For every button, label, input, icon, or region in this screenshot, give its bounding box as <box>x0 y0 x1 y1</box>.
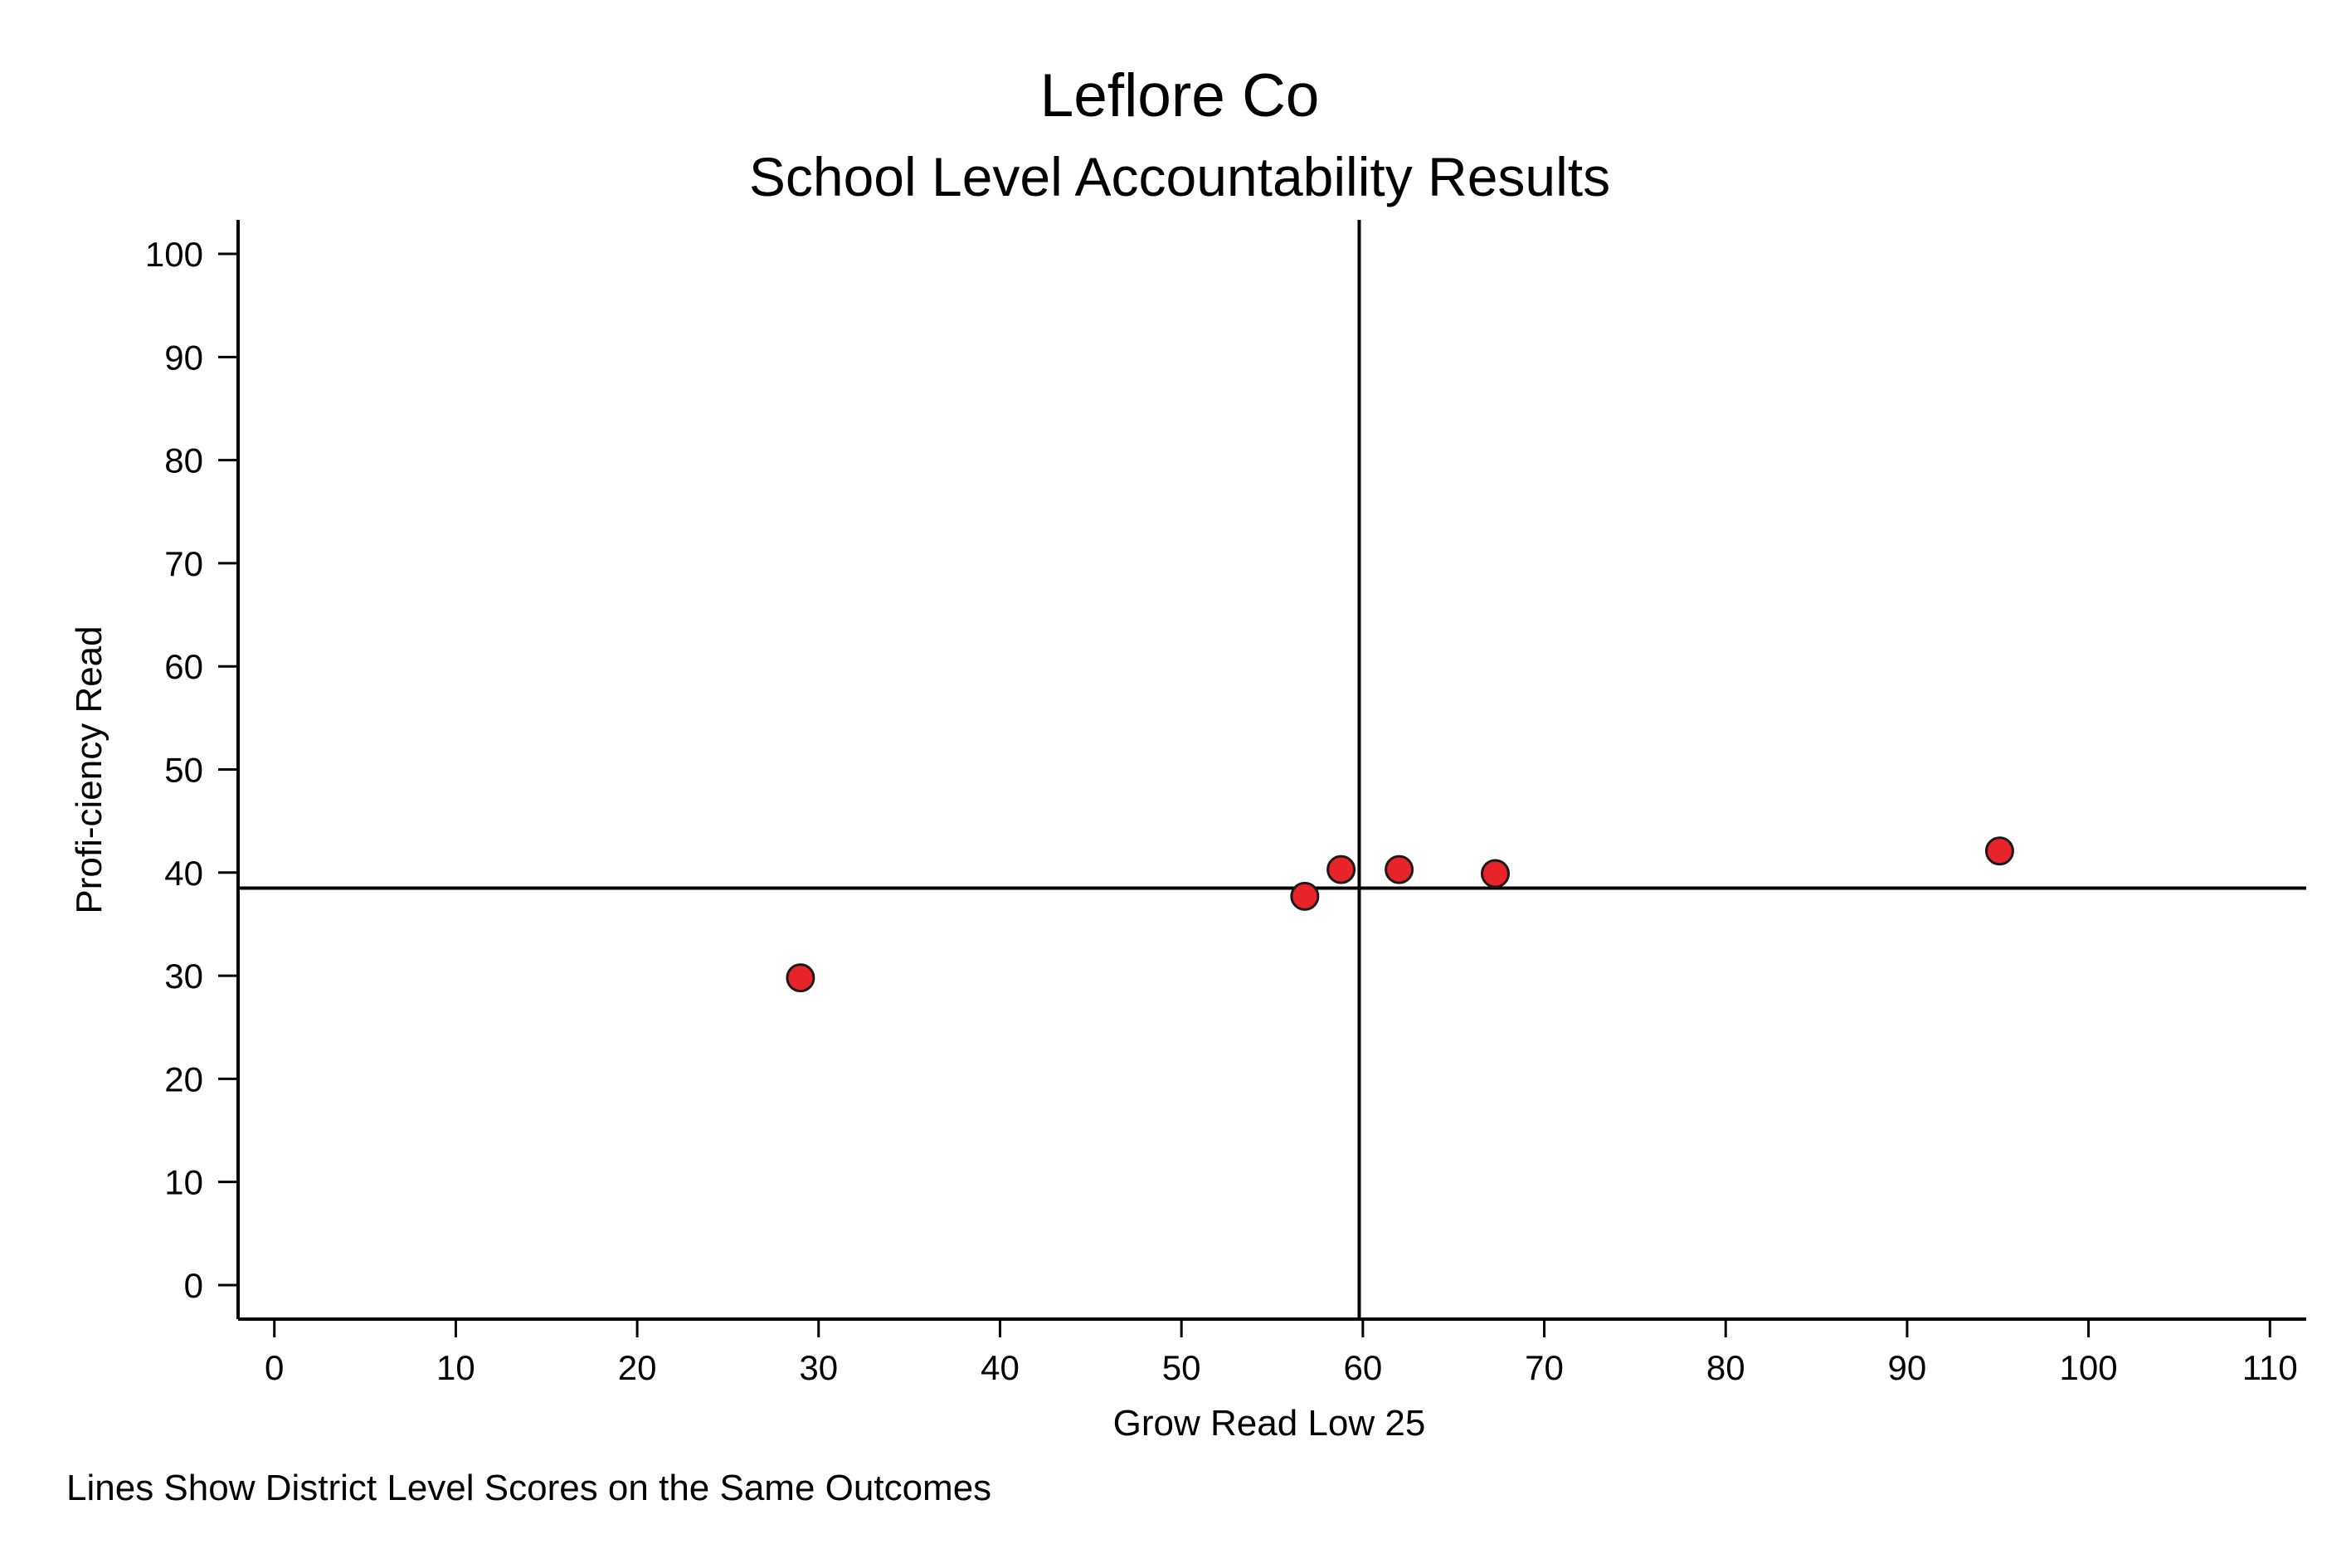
data-point <box>1326 855 1356 884</box>
data-point <box>1385 855 1414 884</box>
data-point <box>1984 836 2014 866</box>
x-tick-label: 20 <box>618 1348 657 1387</box>
plot-area: 0 10 20 30 40 50 60 70 80 90 100 110 0 10 20 30 40 50 60 7… <box>145 220 2306 1387</box>
x-axis-ticks: 0 10 20 30 40 50 60 70 80 90 100 110 <box>265 1319 2298 1387</box>
x-tick-label: 30 <box>799 1348 838 1387</box>
x-tick-label: 50 <box>1162 1348 1201 1387</box>
district-reference-lines <box>238 220 2306 1319</box>
y-tick-label: 60 <box>164 647 203 686</box>
y-tick-label: 70 <box>164 544 203 583</box>
chart-subtitle: School Level Accountability Results <box>749 146 1610 207</box>
y-tick-label: 80 <box>164 441 203 480</box>
y-tick-label: 10 <box>164 1163 203 1202</box>
y-tick-label: 0 <box>184 1266 203 1305</box>
y-tick-label: 20 <box>164 1059 203 1098</box>
y-axis-label: Profi-ciency Read <box>69 626 110 913</box>
x-tick-label: 80 <box>1706 1348 1745 1387</box>
x-tick-label: 70 <box>1525 1348 1564 1387</box>
y-tick-label: 100 <box>145 235 203 274</box>
data-point <box>1480 859 1510 889</box>
x-tick-label: 0 <box>265 1348 284 1387</box>
data-points <box>786 836 2014 993</box>
chart-title: Leflore Co <box>1040 62 1320 129</box>
x-tick-label: 10 <box>436 1348 475 1387</box>
y-tick-label: 50 <box>164 751 203 790</box>
chart-note: Lines Show District Level Scores on the … <box>66 1468 991 1508</box>
y-tick-label: 30 <box>164 957 203 996</box>
x-tick-label: 90 <box>1888 1348 1927 1387</box>
x-axis-label: Grow Read Low 25 <box>1113 1403 1426 1444</box>
x-tick-label: 110 <box>2242 1348 2298 1387</box>
x-tick-label: 100 <box>2060 1348 2118 1387</box>
data-point <box>1290 881 1320 911</box>
y-tick-label: 90 <box>164 338 203 377</box>
x-tick-label: 40 <box>981 1348 1020 1387</box>
y-tick-label: 40 <box>164 854 203 893</box>
data-point <box>786 963 815 993</box>
y-axis-ticks: 0 10 20 30 40 50 60 70 80 90 100 <box>145 235 238 1305</box>
x-tick-label: 60 <box>1343 1348 1382 1387</box>
